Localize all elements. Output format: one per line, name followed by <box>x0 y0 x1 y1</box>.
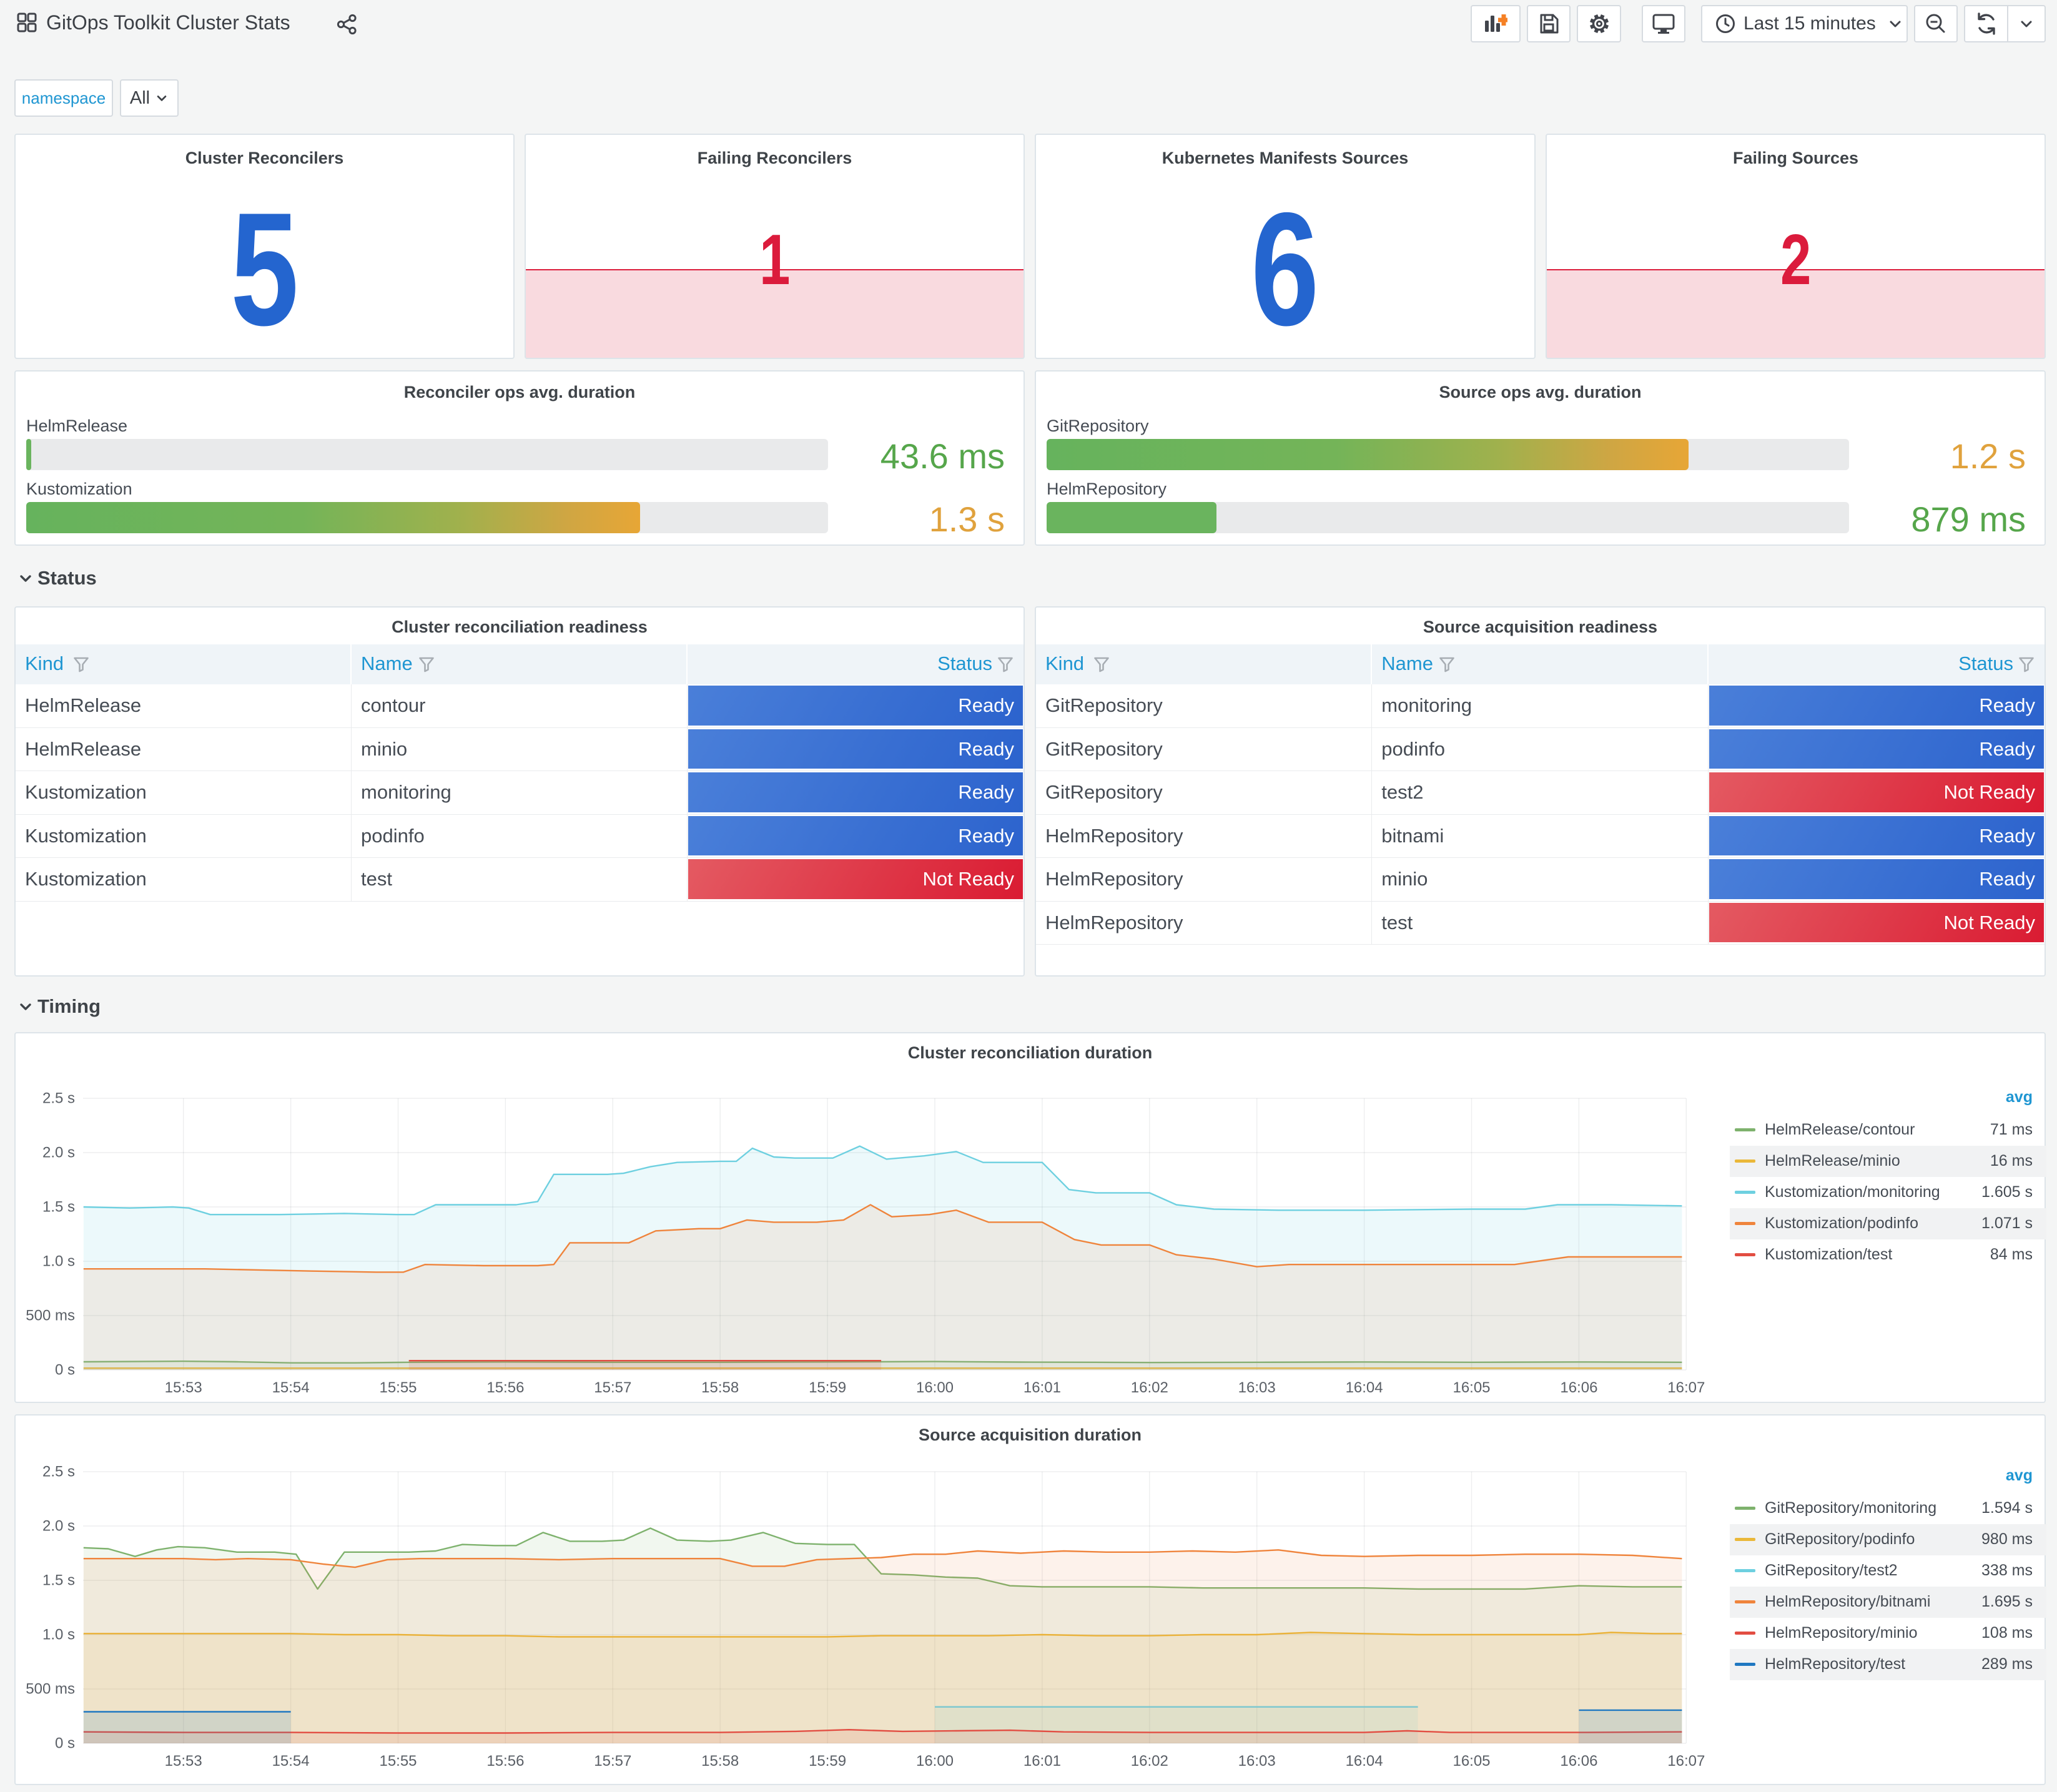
svg-text:15:53: 15:53 <box>165 1379 202 1396</box>
svg-text:15:58: 15:58 <box>701 1753 739 1770</box>
svg-text:16:01: 16:01 <box>1024 1753 1061 1770</box>
svg-text:500 ms: 500 ms <box>26 1307 75 1324</box>
svg-text:16:02: 16:02 <box>1131 1753 1168 1770</box>
svg-text:15:54: 15:54 <box>272 1379 310 1396</box>
svg-text:500 ms: 500 ms <box>26 1680 75 1697</box>
svg-text:1.5 s: 1.5 s <box>42 1572 75 1588</box>
svg-text:16:00: 16:00 <box>916 1753 954 1770</box>
svg-text:16:03: 16:03 <box>1238 1753 1276 1770</box>
svg-text:0 s: 0 s <box>55 1735 75 1751</box>
svg-text:16:01: 16:01 <box>1024 1379 1061 1396</box>
svg-text:16:06: 16:06 <box>1560 1379 1597 1396</box>
svg-text:15:59: 15:59 <box>809 1379 846 1396</box>
svg-text:15:58: 15:58 <box>701 1379 739 1396</box>
svg-text:1.5 s: 1.5 s <box>42 1198 75 1215</box>
svg-text:15:57: 15:57 <box>594 1753 631 1770</box>
svg-text:16:04: 16:04 <box>1346 1753 1383 1770</box>
svg-text:15:54: 15:54 <box>272 1753 310 1770</box>
svg-text:15:56: 15:56 <box>486 1753 524 1770</box>
svg-text:2.5 s: 2.5 s <box>42 1090 75 1106</box>
svg-text:2.5 s: 2.5 s <box>42 1463 75 1480</box>
svg-text:2.0 s: 2.0 s <box>42 1517 75 1534</box>
svg-text:0 s: 0 s <box>55 1361 75 1378</box>
svg-text:1.0 s: 1.0 s <box>42 1253 75 1269</box>
svg-text:15:55: 15:55 <box>379 1379 417 1396</box>
svg-text:2.0 s: 2.0 s <box>42 1144 75 1161</box>
svg-text:16:00: 16:00 <box>916 1379 954 1396</box>
svg-text:16:06: 16:06 <box>1560 1753 1597 1770</box>
svg-text:16:04: 16:04 <box>1346 1379 1383 1396</box>
svg-text:16:07: 16:07 <box>1667 1379 1705 1396</box>
svg-text:15:59: 15:59 <box>809 1753 846 1770</box>
svg-text:15:56: 15:56 <box>486 1379 524 1396</box>
svg-text:16:07: 16:07 <box>1667 1753 1705 1770</box>
svg-text:15:53: 15:53 <box>165 1753 202 1770</box>
svg-text:16:05: 16:05 <box>1453 1379 1490 1396</box>
svg-text:1.0 s: 1.0 s <box>42 1626 75 1643</box>
svg-text:16:05: 16:05 <box>1453 1753 1490 1770</box>
svg-text:16:03: 16:03 <box>1238 1379 1276 1396</box>
svg-text:15:55: 15:55 <box>379 1753 417 1770</box>
svg-text:15:57: 15:57 <box>594 1379 631 1396</box>
svg-text:16:02: 16:02 <box>1131 1379 1168 1396</box>
